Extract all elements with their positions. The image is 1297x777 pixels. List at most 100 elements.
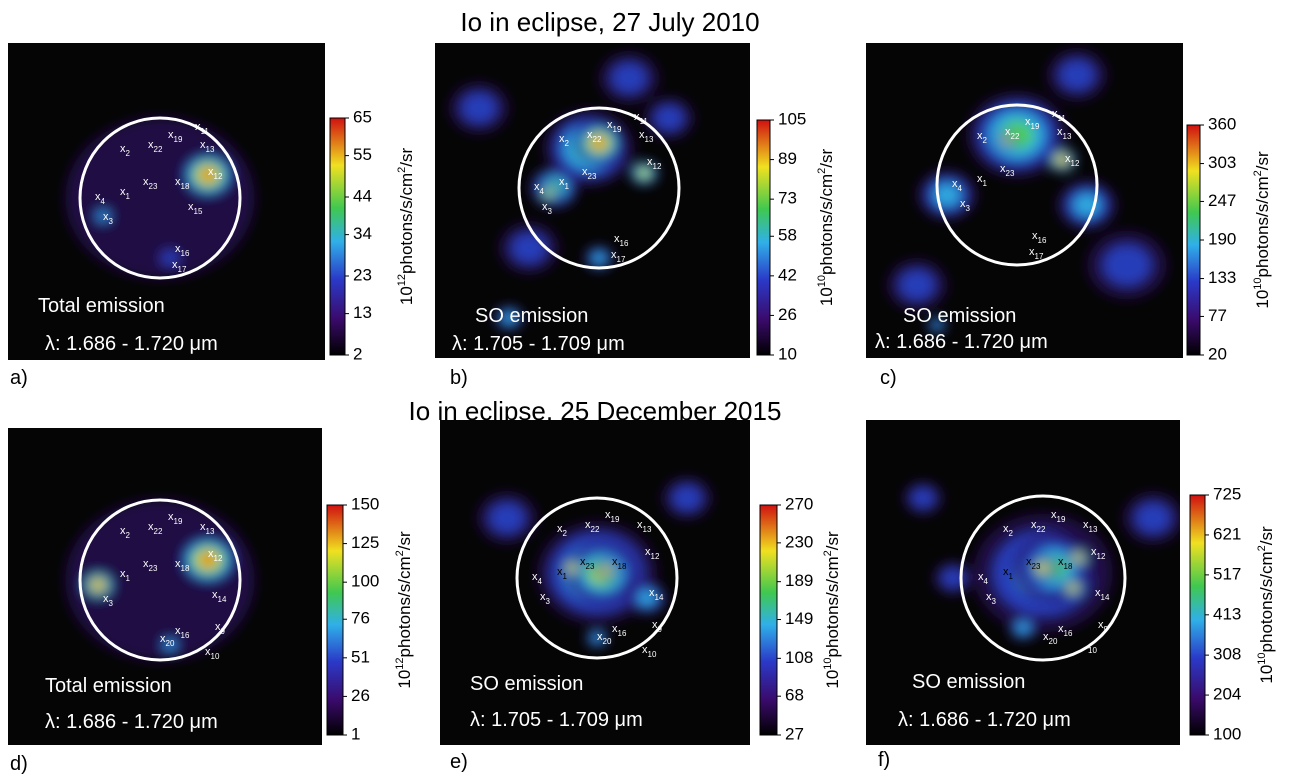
hotspot-label: x19 [1025, 116, 1040, 131]
emission-blob [1135, 502, 1171, 534]
hotspot-label: x22 [1005, 126, 1020, 141]
hotspot-marker: x [1058, 623, 1064, 635]
hotspot-id: 11 [1058, 114, 1067, 123]
hotspot-marker: x [175, 176, 181, 188]
hotspot-label: x9 [215, 621, 226, 636]
hotspot-marker: x [587, 129, 593, 141]
hotspot-label: x2 [977, 130, 988, 145]
hotspot-id: 1 [563, 572, 568, 581]
hotspot-id: 13 [1063, 132, 1072, 141]
row-title: Io in eclipse, 27 July 2010 [460, 7, 759, 37]
colorbar-tick-label: 108 [785, 648, 813, 667]
emission-label: SO emission [475, 305, 588, 327]
hotspot-label: x13 [200, 139, 215, 154]
hotspot-id: 23 [149, 564, 158, 573]
hotspot-label: 10 [1088, 646, 1097, 655]
hotspot-label: x20 [597, 631, 612, 646]
emission-blob [1075, 555, 1081, 561]
hotspot-marker: x [607, 119, 613, 131]
hotspot-marker: x [1043, 631, 1049, 643]
unit-exponent: 10 [1256, 652, 1268, 664]
hotspot-id: 2 [563, 529, 568, 538]
hotspot-label: x11 [634, 111, 648, 126]
hotspot-marker: x [1000, 163, 1006, 175]
unit-suffix: /sr [1253, 151, 1272, 170]
unit-area-exponent: 2 [816, 168, 828, 174]
unit-text: photons/s/cm [1257, 551, 1276, 652]
hotspot-id: 16 [181, 249, 190, 258]
hotspot-marker: x [175, 243, 181, 255]
hotspot-id: 3 [109, 599, 114, 608]
hotspot-marker: x [542, 201, 548, 213]
hotspot-id: 2 [565, 139, 570, 148]
panel-letter: a) [10, 367, 28, 389]
hotspot-id: 9 [1104, 625, 1109, 634]
hotspot-label: x1 [559, 176, 570, 191]
unit-area-exponent: 2 [1256, 545, 1268, 551]
emission-blob [1004, 138, 1010, 142]
emission-blob [592, 252, 606, 264]
hotspot-id: 17 [1035, 252, 1044, 261]
emission-blob [941, 567, 965, 589]
emission-blob [934, 184, 960, 206]
wavelength-label: λ: 1.686 - 1.720 μm [875, 331, 1048, 353]
emission-blob [511, 232, 547, 264]
hotspot-id: 13 [1089, 525, 1098, 534]
hotspot-id: 10 [648, 650, 657, 659]
hotspot-id: 12 [214, 172, 223, 181]
hotspot-id: 22 [1011, 132, 1020, 141]
hotspot-id: 15 [194, 207, 203, 216]
colorbar [329, 117, 346, 356]
colorbar-unit: 1010photons/s/cm2/sr [1252, 151, 1272, 309]
hotspot-label: x20 [160, 633, 175, 648]
hotspot-id: 2 [1009, 529, 1014, 538]
hotspot-label: x9 [1098, 619, 1109, 634]
heatmap [477, 476, 712, 649]
hotspot-label: x19 [605, 509, 620, 524]
hotspot-label: x22 [1031, 519, 1046, 534]
hotspot-id: 16 [181, 631, 190, 640]
hotspot-label: x23 [582, 166, 597, 181]
hotspot-id: 9 [658, 625, 663, 634]
unit-prefix: 10 [395, 670, 414, 689]
hotspot-marker: x [611, 249, 617, 261]
hotspot-marker: x [540, 591, 546, 603]
hotspot-label: x4 [978, 571, 989, 586]
unit-exponent: 10 [822, 657, 834, 669]
hotspot-id: 22 [154, 145, 163, 154]
hotspot-marker: x [605, 509, 611, 521]
unit-suffix: /sr [395, 531, 414, 550]
hotspot-id: 3 [966, 204, 971, 213]
hotspot-id: 4 [538, 577, 543, 586]
hotspot-marker: x [580, 556, 586, 568]
hotspot-marker: x [1026, 556, 1032, 568]
colorbar-tick-label: 725 [1213, 484, 1241, 503]
hotspot-marker: x [1065, 153, 1071, 165]
hotspot-marker: x [1003, 523, 1009, 535]
emission-blob [911, 487, 935, 509]
colorbar-tick-label: 68 [785, 686, 804, 705]
emission-blob [604, 567, 610, 573]
emission-label: Total emission [45, 675, 172, 697]
hotspot-id: 13 [206, 145, 215, 154]
hotspot-id: 3 [546, 597, 551, 606]
hotspot-label: x13 [637, 519, 652, 534]
unit-prefix: 10 [1253, 290, 1272, 309]
hotspot-label: x9 [652, 619, 663, 634]
hotspot-marker: x [612, 556, 618, 568]
hotspot-label: x14 [212, 589, 227, 604]
hotspot-marker: x [614, 233, 620, 245]
hotspot-label: x3 [986, 591, 997, 606]
emission-blob [1058, 157, 1066, 163]
colorbar-tick-label: 73 [778, 189, 797, 208]
hotspot-label: x10 [642, 644, 657, 659]
hotspot-id: 12 [1071, 159, 1080, 168]
colorbar-tick-label: 303 [1208, 153, 1236, 172]
hotspot-marker: x [1057, 126, 1063, 138]
hotspot-id: 19 [613, 125, 622, 134]
colorbar-tick-label: 247 [1208, 191, 1236, 210]
hotspot-marker: x [160, 633, 166, 645]
